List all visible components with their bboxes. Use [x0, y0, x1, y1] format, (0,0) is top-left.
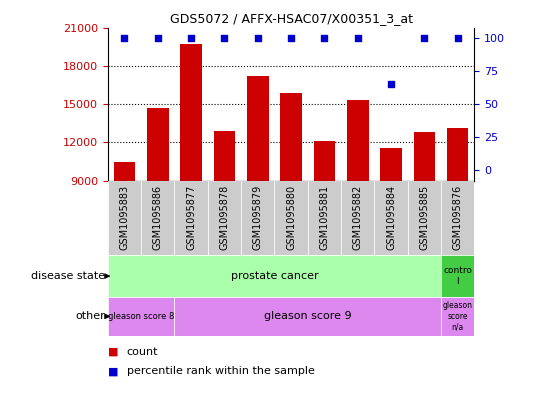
Text: contro
l: contro l — [443, 266, 472, 286]
Text: disease state: disease state — [31, 271, 105, 281]
Point — [354, 35, 362, 41]
Point — [420, 35, 429, 41]
Text: gleason score 8: gleason score 8 — [108, 312, 174, 321]
Bar — [308, 181, 341, 255]
Bar — [274, 181, 308, 255]
Point — [453, 35, 462, 41]
Text: GSM1095879: GSM1095879 — [253, 184, 262, 250]
Text: GSM1095886: GSM1095886 — [153, 184, 163, 250]
Point — [287, 35, 295, 41]
Bar — [114, 162, 135, 181]
Bar — [341, 181, 375, 255]
Bar — [280, 93, 302, 181]
Bar — [375, 181, 407, 255]
Point — [187, 35, 196, 41]
Bar — [441, 297, 474, 336]
Text: ■: ■ — [108, 366, 118, 376]
Text: gleason score 9: gleason score 9 — [264, 311, 351, 321]
Bar — [407, 181, 441, 255]
Bar — [141, 181, 175, 255]
Point — [120, 35, 129, 41]
Text: count: count — [127, 347, 158, 357]
Point — [154, 35, 162, 41]
Bar — [208, 181, 241, 255]
Bar — [380, 147, 402, 181]
Bar — [314, 141, 335, 181]
Text: GSM1095884: GSM1095884 — [386, 184, 396, 250]
Bar — [441, 181, 474, 255]
Text: gleason
score
n/a: gleason score n/a — [443, 301, 473, 331]
Bar — [108, 181, 141, 255]
Bar — [147, 108, 169, 181]
Text: GSM1095885: GSM1095885 — [419, 184, 430, 250]
Bar — [441, 255, 474, 297]
Point — [253, 35, 262, 41]
Bar — [108, 297, 175, 336]
Bar — [347, 100, 369, 181]
Bar — [241, 181, 274, 255]
Bar — [247, 76, 268, 181]
Point — [220, 35, 229, 41]
Bar — [180, 44, 202, 181]
Text: percentile rank within the sample: percentile rank within the sample — [127, 366, 315, 376]
Text: GSM1095881: GSM1095881 — [320, 184, 329, 250]
Text: prostate cancer: prostate cancer — [231, 271, 318, 281]
Text: GSM1095878: GSM1095878 — [219, 184, 230, 250]
Text: GSM1095876: GSM1095876 — [453, 184, 462, 250]
Bar — [447, 129, 468, 181]
Text: ■: ■ — [108, 347, 118, 357]
Bar — [175, 181, 208, 255]
Bar — [413, 132, 435, 181]
Title: GDS5072 / AFFX-HSAC07/X00351_3_at: GDS5072 / AFFX-HSAC07/X00351_3_at — [170, 12, 412, 25]
Point — [320, 35, 329, 41]
Text: GSM1095883: GSM1095883 — [120, 184, 129, 250]
Bar — [213, 131, 235, 181]
Text: other: other — [75, 311, 105, 321]
Bar — [175, 297, 441, 336]
Text: GSM1095877: GSM1095877 — [186, 184, 196, 250]
Point — [386, 81, 395, 88]
Text: GSM1095882: GSM1095882 — [353, 184, 363, 250]
Text: GSM1095880: GSM1095880 — [286, 184, 296, 250]
